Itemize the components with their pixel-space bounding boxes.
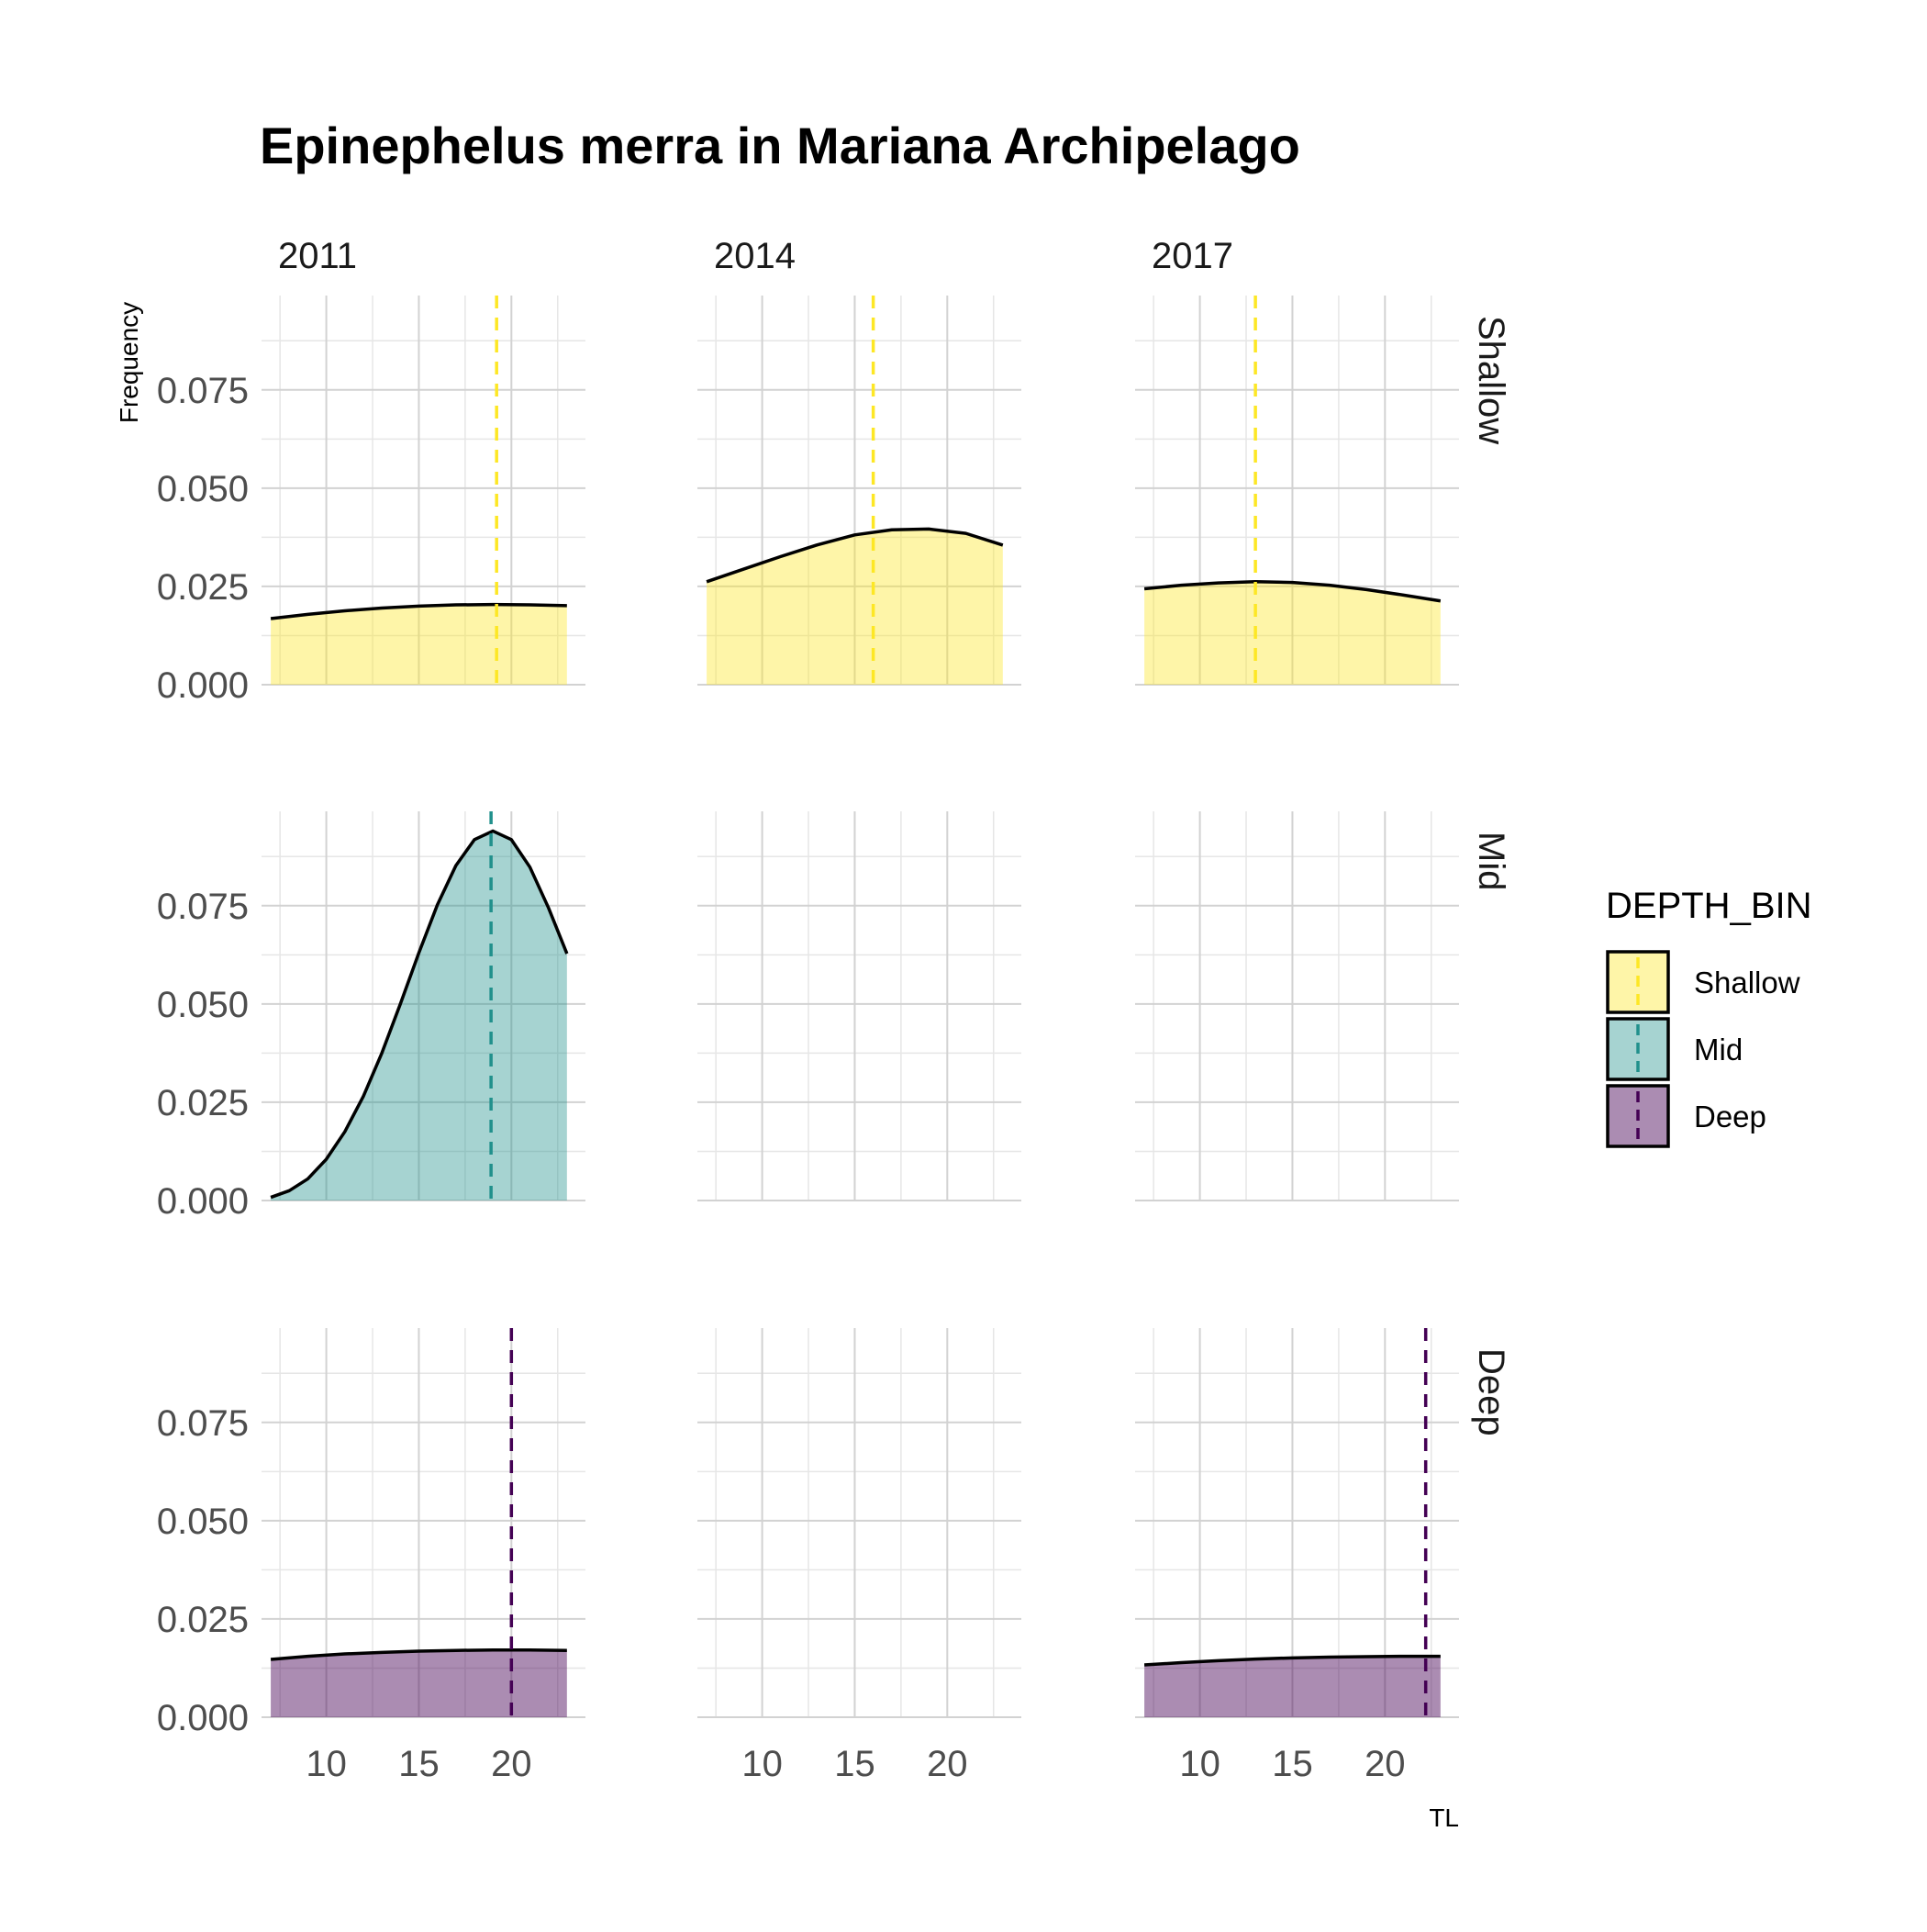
density-area (707, 529, 1003, 685)
x-tick-label: 20 (1364, 1744, 1406, 1784)
density-curve (270, 602, 567, 620)
legend-item-shallow: Shallow (1606, 950, 1800, 1014)
panel-2011-deep: 0.000 0.025 0.050 0.075 10 15 20 (157, 1328, 585, 1784)
y-tick-label: 0.000 (157, 1181, 249, 1222)
y-tick-label: 0.075 (157, 1403, 249, 1444)
density-curve (270, 829, 569, 1200)
facet-strip-year: 2014 (714, 236, 796, 276)
panel-2011-shallow: 0.000 0.025 0.050 0.075 2011 (157, 236, 585, 706)
panel-2014-deep: 10 15 20 (697, 1328, 1021, 1784)
y-tick-label: 0.075 (157, 887, 249, 927)
chart-title: Epinephelus merra in Mariana Archipelago (260, 117, 1300, 174)
x-axis-label: TL (1429, 1804, 1459, 1832)
y-tick-label: 0.025 (157, 567, 249, 608)
x-tick-label: 10 (1179, 1744, 1220, 1784)
x-tick-label: 20 (491, 1744, 532, 1784)
density-area (1144, 581, 1441, 685)
facet-strip-year: 2011 (278, 236, 357, 276)
density-area (271, 604, 567, 685)
x-tick-label: 15 (1272, 1744, 1313, 1784)
facet-strip-depth: Deep (1471, 1348, 1511, 1436)
density-curve (1143, 580, 1442, 603)
x-tick-label: 20 (927, 1744, 968, 1784)
y-axis-label: Frequency (115, 302, 143, 423)
density-area (271, 831, 567, 1201)
panel-2011-mid: 0.000 0.025 0.050 0.075 (157, 811, 585, 1222)
x-tick-label: 15 (834, 1744, 875, 1784)
facet-strip-depth: Mid (1471, 832, 1511, 890)
panel-2017-deep: 10 15 20 Deep (1135, 1328, 1511, 1784)
facet-strip-year: 2017 (1152, 236, 1233, 276)
legend-title: DEPTH_BIN (1606, 886, 1812, 926)
density-area (271, 1649, 567, 1717)
panel-2017-shallow: 2017 Shallow (1135, 236, 1511, 686)
density-curve (706, 527, 1004, 584)
x-tick-label: 10 (741, 1744, 783, 1784)
legend-label: Mid (1694, 1033, 1743, 1067)
panel-2017-mid: Mid (1135, 811, 1511, 1201)
legend-label: Deep (1694, 1100, 1766, 1134)
density-area (1144, 1656, 1441, 1717)
facet-panels: 0.000 0.025 0.050 0.075 2011 2014 2017 Shallow 0… (157, 236, 1511, 1784)
y-tick-label: 0.050 (157, 469, 249, 509)
y-tick-label: 0.050 (157, 985, 249, 1025)
legend-item-deep: Deep (1606, 1084, 1766, 1148)
facet-strip-depth: Shallow (1471, 316, 1511, 444)
y-tick-label: 0.000 (157, 665, 249, 706)
y-tick-label: 0.050 (157, 1502, 249, 1542)
y-tick-label: 0.025 (157, 1083, 249, 1123)
legend-label: Shallow (1694, 966, 1800, 1000)
panel-2014-mid (697, 811, 1021, 1201)
y-tick-label: 0.025 (157, 1600, 249, 1640)
density-curve (1143, 1654, 1441, 1667)
x-tick-label: 10 (306, 1744, 347, 1784)
legend: Shallow Mid Deep (1606, 950, 1800, 1148)
density-curve (270, 1648, 567, 1661)
panel-2014-shallow: 2014 (697, 236, 1021, 686)
legend-item-mid: Mid (1606, 1017, 1743, 1081)
y-tick-label: 0.000 (157, 1698, 249, 1738)
y-tick-label: 0.075 (157, 371, 249, 411)
x-tick-label: 15 (398, 1744, 440, 1784)
